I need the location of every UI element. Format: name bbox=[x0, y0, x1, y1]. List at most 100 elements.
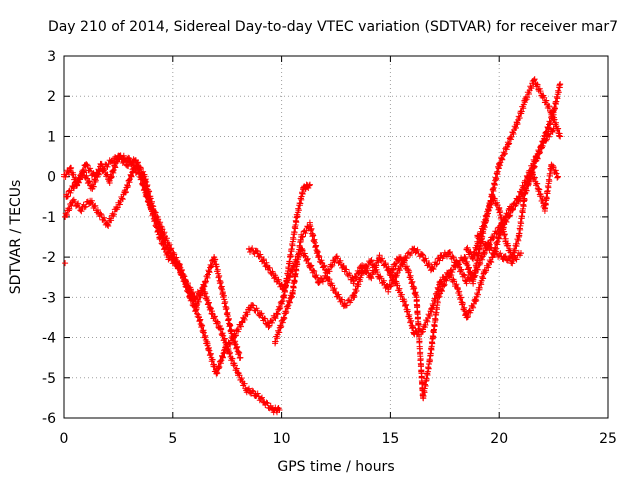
data-point bbox=[517, 250, 524, 257]
y-tick-label: -6 bbox=[42, 411, 56, 427]
data-point bbox=[341, 302, 348, 309]
data-point bbox=[463, 314, 470, 321]
data-point bbox=[106, 177, 113, 184]
data-point bbox=[108, 157, 115, 164]
y-tick-label: 0 bbox=[47, 170, 56, 186]
data-point bbox=[504, 141, 511, 148]
data-point bbox=[541, 205, 548, 212]
data-point bbox=[548, 161, 555, 168]
data-point bbox=[376, 254, 383, 261]
data-point bbox=[393, 282, 400, 289]
data-point bbox=[387, 270, 394, 277]
data-point bbox=[315, 278, 322, 285]
series-trace-6 bbox=[387, 76, 564, 402]
series-trace-8 bbox=[474, 232, 524, 267]
data-point bbox=[428, 266, 435, 273]
data-point bbox=[463, 278, 470, 285]
data-point bbox=[124, 161, 131, 168]
data-point bbox=[228, 330, 235, 337]
y-tick-label: -2 bbox=[42, 250, 56, 266]
data-point bbox=[202, 278, 209, 285]
data-point bbox=[158, 225, 165, 232]
data-point bbox=[298, 234, 305, 240]
data-point bbox=[393, 270, 400, 277]
x-tick-label: 25 bbox=[599, 431, 617, 447]
data-point bbox=[78, 205, 85, 212]
y-axis-label: SDTVAR / TECUs bbox=[8, 180, 24, 295]
data-point bbox=[420, 394, 427, 401]
y-tick-label: 1 bbox=[47, 129, 56, 145]
data-point bbox=[219, 290, 226, 297]
data-point bbox=[204, 342, 211, 349]
data-point bbox=[461, 254, 468, 261]
data-point bbox=[435, 294, 442, 301]
data-point bbox=[333, 290, 339, 297]
data-point bbox=[443, 274, 450, 281]
data-point bbox=[62, 213, 69, 220]
data-point bbox=[446, 250, 453, 257]
data-point bbox=[515, 193, 522, 200]
data-point bbox=[496, 161, 503, 168]
data-point bbox=[502, 238, 509, 245]
data-point bbox=[480, 270, 487, 277]
data-point bbox=[217, 326, 224, 333]
data-point bbox=[104, 221, 111, 228]
data-point bbox=[367, 258, 374, 265]
data-point bbox=[513, 121, 520, 128]
data-point bbox=[208, 310, 215, 317]
data-point bbox=[245, 246, 252, 253]
chart-title: Day 210 of 2014, Sidereal Day-to-day VTE… bbox=[48, 19, 618, 35]
data-point bbox=[211, 254, 218, 261]
x-tick-label: 0 bbox=[60, 431, 69, 447]
data-point bbox=[509, 258, 516, 265]
data-point bbox=[385, 286, 392, 293]
data-point bbox=[420, 254, 427, 261]
data-point bbox=[367, 274, 374, 281]
data-point bbox=[428, 306, 435, 313]
x-tick-label: 5 bbox=[168, 431, 177, 447]
data-point bbox=[113, 205, 120, 212]
data-point bbox=[454, 286, 461, 293]
y-tick-label: -4 bbox=[42, 331, 56, 347]
data-point bbox=[243, 386, 250, 393]
data-point bbox=[426, 358, 433, 365]
data-point bbox=[237, 354, 244, 361]
data-point bbox=[489, 234, 496, 240]
data-point bbox=[115, 153, 122, 160]
data-point bbox=[213, 370, 220, 377]
data-point bbox=[289, 290, 296, 297]
data-point bbox=[254, 250, 261, 257]
data-point bbox=[141, 173, 148, 180]
data-point bbox=[226, 350, 233, 357]
data-point bbox=[252, 390, 259, 397]
data-point bbox=[402, 302, 409, 309]
data-point bbox=[554, 173, 561, 180]
data-point bbox=[491, 250, 498, 257]
data-point bbox=[82, 161, 89, 168]
data-point bbox=[483, 242, 490, 249]
data-point bbox=[411, 330, 418, 337]
data-point bbox=[452, 262, 459, 269]
data-point bbox=[341, 266, 348, 273]
data-point bbox=[541, 137, 548, 144]
data-point bbox=[222, 346, 229, 353]
data-point bbox=[539, 93, 546, 100]
data-point bbox=[263, 262, 270, 269]
data-point bbox=[293, 213, 300, 220]
data-point bbox=[306, 262, 313, 269]
data-point bbox=[87, 197, 94, 204]
data-point bbox=[376, 274, 383, 281]
data-point bbox=[63, 193, 70, 200]
data-point bbox=[470, 278, 477, 285]
data-point bbox=[437, 254, 444, 261]
data-point bbox=[248, 302, 255, 309]
data-point bbox=[121, 189, 128, 196]
series-trace-3 bbox=[63, 153, 244, 361]
data-point bbox=[95, 209, 102, 216]
data-point bbox=[235, 370, 242, 377]
data-point bbox=[287, 254, 294, 261]
data-point bbox=[69, 197, 76, 204]
y-tick-label: -3 bbox=[42, 290, 56, 306]
y-tick-label: -1 bbox=[42, 210, 56, 226]
data-point bbox=[280, 314, 287, 321]
